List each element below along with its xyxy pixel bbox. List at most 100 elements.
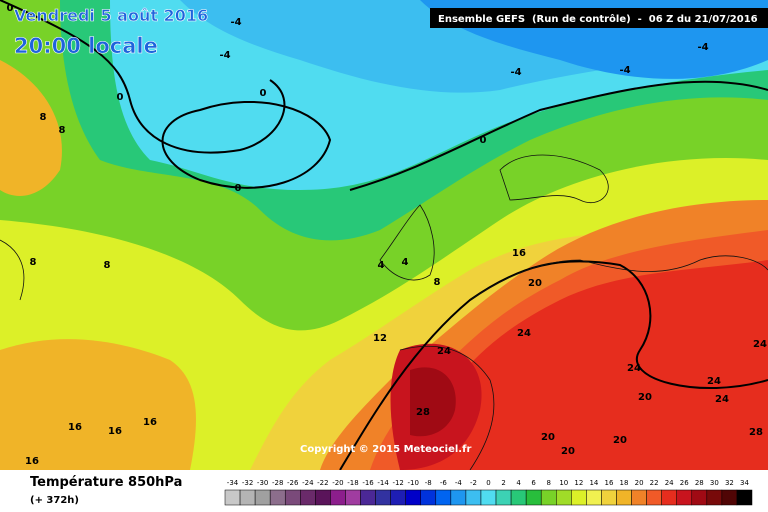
contour-label: 12 xyxy=(373,333,387,344)
legend-swatch xyxy=(601,489,617,506)
legend-label: 14 xyxy=(589,479,598,487)
legend-label: 32 xyxy=(725,479,734,487)
legend-swatch xyxy=(465,489,482,506)
legend-label: 18 xyxy=(620,479,629,487)
legend-label: 26 xyxy=(680,479,689,487)
legend-label: -20 xyxy=(332,479,343,487)
legend-swatch xyxy=(269,489,286,506)
contour-label: 24 xyxy=(627,363,641,374)
contour-labels: 0 -4 -4 0 0 8 8 0 -4 -4 -4 0 8 8 4 4 8 16 20 12 24 24 24 24 24 20… xyxy=(7,3,767,467)
contour-label: -4 xyxy=(510,67,521,78)
legend-swatch xyxy=(721,489,738,506)
temperature-field xyxy=(0,0,768,471)
contour-label: 24 xyxy=(437,346,451,357)
legend-swatch xyxy=(390,489,406,506)
legend-swatch xyxy=(646,489,662,506)
lead-time: (+ 372h) xyxy=(30,495,79,506)
legend-label: -32 xyxy=(242,479,253,487)
legend-label: 16 xyxy=(604,479,613,487)
contour-label: 24 xyxy=(753,339,767,350)
legend-swatch xyxy=(736,489,753,506)
contour-label: -4 xyxy=(230,17,241,28)
contour-label: 4 xyxy=(378,260,385,271)
contour-label: 20 xyxy=(528,278,542,289)
variable-name: Température 850hPa xyxy=(30,475,182,490)
legend-swatch xyxy=(254,489,271,506)
legend-label: 4 xyxy=(516,479,521,487)
legend-swatch xyxy=(480,489,497,506)
legend-swatch xyxy=(676,489,693,506)
legend-label: -30 xyxy=(257,479,268,487)
contour-label: 24 xyxy=(707,376,721,387)
coastlines xyxy=(0,154,768,471)
legend-label: 0 xyxy=(486,479,490,487)
legend-swatch xyxy=(525,489,542,506)
legend-label: -4 xyxy=(455,479,463,487)
contour-label: 20 xyxy=(561,446,575,457)
legend-label: -10 xyxy=(407,479,418,487)
legend-swatch xyxy=(510,489,527,506)
legend-label: -14 xyxy=(377,479,389,487)
legend-label: -2 xyxy=(470,479,477,487)
contour-label: 16 xyxy=(68,422,82,433)
legend-label: 30 xyxy=(710,479,719,487)
contour-label: 20 xyxy=(541,432,555,443)
contour-label: 8 xyxy=(59,125,66,136)
legend-swatch xyxy=(224,489,241,506)
legend-label: -8 xyxy=(425,479,432,487)
contour-label: 28 xyxy=(416,407,430,418)
run-info: Ensemble GEFS (Run de contrôle) - 06 Z d… xyxy=(438,13,758,25)
contour-label: -4 xyxy=(219,50,230,61)
legend-swatch xyxy=(420,489,437,506)
legend-swatch xyxy=(345,489,361,506)
contour-label: 0 xyxy=(480,135,487,146)
legend-swatch xyxy=(405,489,421,506)
legend-label: 2 xyxy=(501,479,505,487)
legend-swatch xyxy=(330,489,346,506)
contour-label: 8 xyxy=(40,112,47,123)
contour-label: 28 xyxy=(749,427,763,438)
contour-label: 0 xyxy=(7,3,14,14)
legend-swatch xyxy=(300,489,316,506)
contour-label: 24 xyxy=(517,328,531,339)
legend-label: 24 xyxy=(665,479,674,487)
legend-swatch xyxy=(540,489,557,506)
legend-swatch xyxy=(571,489,587,506)
contour-label: 0 xyxy=(260,88,267,99)
contour-label: 8 xyxy=(104,260,111,271)
legend-label: -12 xyxy=(392,479,403,487)
legend-swatch xyxy=(586,489,602,506)
contour-label: 24 xyxy=(715,394,729,405)
contour-label: 0 xyxy=(117,92,124,103)
contour-label: -4 xyxy=(619,65,630,76)
legend-swatch xyxy=(315,489,331,506)
map-date: Vendredi 5 août 2016 xyxy=(14,6,208,25)
contour-label: 8 xyxy=(30,257,37,268)
legend-label: 12 xyxy=(574,479,583,487)
contour-label: 16 xyxy=(512,248,526,259)
legend-label: -24 xyxy=(302,479,314,487)
legend-swatch xyxy=(706,489,723,506)
legend-swatch xyxy=(661,489,677,506)
map-time: 20:00 locale xyxy=(14,34,158,58)
legend-swatch xyxy=(450,489,467,506)
legend-label: -6 xyxy=(440,479,448,487)
legend-label: 10 xyxy=(559,479,568,487)
legend-swatch xyxy=(239,489,256,506)
contour-label: 0 xyxy=(235,183,242,194)
legend-label: -22 xyxy=(317,479,328,487)
legend-label: -26 xyxy=(287,479,299,487)
contour-label: 8 xyxy=(434,277,441,288)
legend-label: 28 xyxy=(695,479,704,487)
legend-label: -18 xyxy=(347,479,358,487)
contour-label: -4 xyxy=(697,42,708,53)
legend-swatch xyxy=(284,489,301,506)
contour-label: 20 xyxy=(613,435,627,446)
contour-label: 16 xyxy=(108,426,122,437)
color-legend: -34 -32 -30 -28 -26 -24 -22 -20 -18 -16 -14 -12 -10-… xyxy=(224,479,753,506)
legend-swatch xyxy=(495,489,512,506)
contour-label: 20 xyxy=(638,392,652,403)
legend-swatch xyxy=(435,489,452,506)
header-bar xyxy=(430,8,768,28)
